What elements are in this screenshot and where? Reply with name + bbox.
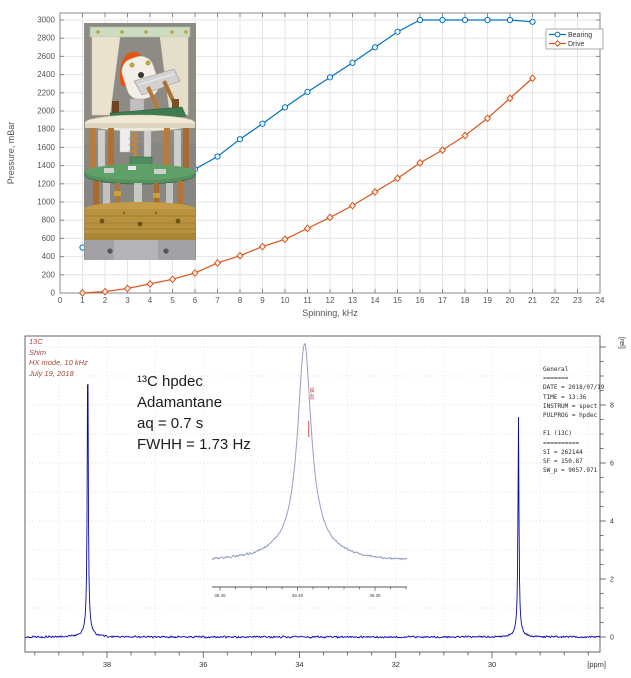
svg-text:2: 2 — [610, 577, 614, 584]
svg-text:400: 400 — [42, 252, 56, 261]
svg-text:1600: 1600 — [37, 143, 55, 152]
svg-text:15: 15 — [393, 296, 402, 305]
svg-text:0: 0 — [58, 296, 63, 305]
svg-text:8: 8 — [238, 296, 243, 305]
svg-text:22: 22 — [551, 296, 560, 305]
svg-text:34: 34 — [295, 660, 303, 669]
acquisition-parameters: General ======= DATE = 2018/07/19 TIME =… — [543, 366, 605, 475]
svg-text:30: 30 — [488, 660, 496, 669]
svg-text:14: 14 — [371, 296, 380, 305]
svg-text:600: 600 — [42, 234, 56, 243]
svg-text:12: 12 — [326, 296, 335, 305]
svg-text:5: 5 — [170, 296, 175, 305]
svg-text:1400: 1400 — [37, 161, 55, 170]
inset-peak-trace — [211, 342, 408, 561]
spectrum-annotation: ¹³C hpdec Adamantane aq = 0.7 s FWHH = 1… — [137, 373, 251, 453]
svg-text:20: 20 — [506, 296, 515, 305]
svg-text:32: 32 — [392, 660, 400, 669]
svg-text:7: 7 — [215, 296, 220, 305]
svg-text:6: 6 — [610, 461, 614, 468]
svg-text:3: 3 — [125, 296, 130, 305]
spectrum-trace — [25, 383, 600, 639]
svg-text:6: 6 — [193, 296, 198, 305]
svg-text:0: 0 — [610, 635, 614, 642]
svg-text:38: 38 — [103, 660, 111, 669]
probe-photo-inset — [84, 23, 196, 260]
spectrum-corner-notes: 13C Shim HX mode, 10 kHz July 19, 2018 — [29, 337, 88, 378]
svg-text:18: 18 — [461, 296, 470, 305]
svg-text:38.45: 38.45 — [214, 593, 226, 598]
svg-text:16: 16 — [416, 296, 425, 305]
svg-text:23: 23 — [573, 296, 582, 305]
svg-text:36: 36 — [199, 660, 207, 669]
svg-text:2800: 2800 — [37, 34, 55, 43]
svg-text:11: 11 — [303, 296, 312, 305]
svg-text:13: 13 — [348, 296, 357, 305]
svg-text:1200: 1200 — [37, 179, 55, 188]
svg-text:17: 17 — [438, 296, 447, 305]
svg-text:800: 800 — [42, 216, 56, 225]
svg-text:9: 9 — [260, 296, 265, 305]
svg-text:0: 0 — [51, 289, 56, 298]
svg-text:4: 4 — [148, 296, 153, 305]
svg-text:19: 19 — [483, 296, 492, 305]
legend: Bearing Drive — [545, 28, 604, 50]
svg-text:2: 2 — [103, 296, 108, 305]
x-axis-label: Spinning, kHz — [302, 308, 358, 318]
svg-text:1000: 1000 — [37, 198, 55, 207]
legend-label-drive: Drive — [568, 41, 584, 48]
nmr-spectrum-layer: 0 2 4 6 8 [rel] 38 36 34 32 30 [ppm] 38.45 38.40 38.35… — [24, 335, 625, 669]
svg-text:2400: 2400 — [37, 70, 55, 79]
nmr-spectrum-chart: 0 2 4 6 8 [rel] 38 36 34 32 30 [ppm] 38.45 38.40 38.35… — [24, 335, 625, 669]
nmr-spectrum-panel: 0 2 4 6 8 [rel] 38 36 34 32 30 [ppm] 38.45 38.40 38.35… — [0, 325, 631, 678]
photo-green-bar — [89, 26, 191, 38]
svg-text:200: 200 — [42, 270, 56, 279]
photo-coil-spring — [128, 131, 138, 159]
inset-peak-ppm-label: 38.40 — [308, 387, 314, 400]
y-axis-label: Pressure, mBar — [6, 122, 16, 185]
svg-text:8: 8 — [610, 403, 614, 410]
svg-text:4: 4 — [610, 519, 614, 526]
legend-label-bearing: Bearing — [568, 32, 592, 39]
y-unit-label: [rel] — [618, 337, 625, 349]
svg-text:2200: 2200 — [37, 88, 55, 97]
svg-text:10: 10 — [281, 296, 290, 305]
svg-text:21: 21 — [528, 296, 537, 305]
svg-text:2000: 2000 — [37, 107, 55, 116]
svg-text:24: 24 — [596, 296, 605, 305]
svg-text:3000: 3000 — [37, 16, 55, 25]
svg-text:1800: 1800 — [37, 125, 55, 134]
svg-text:2600: 2600 — [37, 52, 55, 61]
svg-text:38.40: 38.40 — [292, 593, 304, 598]
pressure-vs-spinning-chart: 0 1 2 3 4 5 6 7 8 9 10 11 12 13 14 15 16 17 18 19 20 21 22 23 24… — [6, 12, 605, 318]
x-unit-label: [ppm] — [587, 660, 606, 669]
svg-text:38.35: 38.35 — [369, 593, 381, 598]
svg-text:1: 1 — [80, 296, 85, 305]
